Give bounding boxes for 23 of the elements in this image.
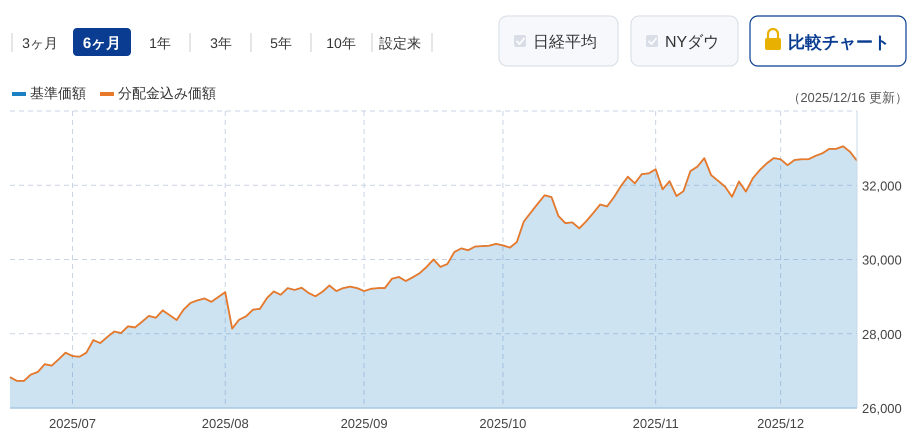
text: 6ヶ月 xyxy=(82,35,122,52)
legend-label: 基準価額 xyxy=(30,85,86,101)
x-tick-label: 2025/08 xyxy=(202,416,249,431)
text: 3年 xyxy=(210,35,232,51)
text: 設定来 xyxy=(379,35,421,51)
y-tick-label: 28,000 xyxy=(862,326,902,342)
text: （2025/12/16 更新） xyxy=(787,90,908,105)
x-tick-label: 2025/12 xyxy=(757,416,804,431)
text: 1年 xyxy=(149,35,171,51)
x-tick-label: 2025/09 xyxy=(340,416,388,431)
text: 3ヶ月 xyxy=(22,35,58,51)
x-tick-label: 2025/10 xyxy=(479,416,526,431)
text: 10年 xyxy=(326,35,356,51)
text: NYダウ xyxy=(665,34,720,51)
y-tick-label: 26,000 xyxy=(862,401,902,416)
text: 日経平均 xyxy=(533,34,597,51)
x-tick-label: 2025/11 xyxy=(632,416,679,431)
text: 比較チャート xyxy=(788,33,890,52)
y-tick-label: 30,000 xyxy=(862,252,902,268)
text: 5年 xyxy=(270,35,292,51)
legend-label: 分配金込み価額 xyxy=(118,85,216,101)
x-tick-label: 2025/07 xyxy=(48,416,96,431)
y-tick-label: 32,000 xyxy=(862,178,902,194)
